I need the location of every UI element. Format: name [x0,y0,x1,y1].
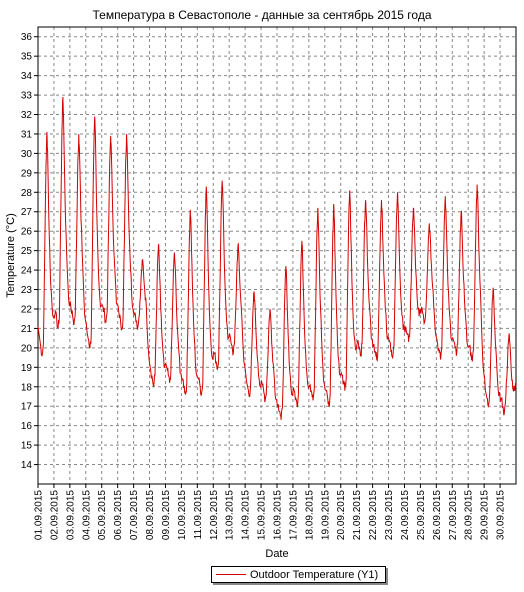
x-tick-label: 24.09.2015 [400,490,411,540]
x-tick-label: 19.09.2015 [320,490,331,540]
x-axis-label: Date [265,548,288,560]
x-tick-label: 14.09.2015 [241,490,252,540]
y-tick-label: 17 [21,402,33,413]
x-tick-label: 21.09.2015 [352,490,363,540]
y-tick-label: 21 [21,324,33,335]
y-tick-label: 18 [21,382,33,393]
y-tick-label: 33 [21,91,33,102]
y-axis-label: Temperature (°C) [5,213,17,297]
y-tick-label: 26 [21,227,33,238]
y-tick-label: 24 [21,266,33,277]
x-tick-label: 23.09.2015 [384,490,395,540]
y-tick-label: 30 [21,149,33,160]
y-tick-label: 23 [21,285,33,296]
x-tick-label: 22.09.2015 [368,490,379,540]
y-tick-label: 28 [21,188,33,199]
x-tick-label: 15.09.2015 [257,490,268,540]
x-tick-label: 13.09.2015 [225,490,236,540]
legend: Outdoor Temperature (Y1) [211,566,386,583]
y-tick-label: 36 [21,32,33,43]
x-tick-label: 18.09.2015 [304,490,315,540]
y-tick-label: 16 [21,421,33,432]
x-tick-label: 25.09.2015 [416,490,427,540]
x-tick-label: 09.09.2015 [161,490,172,540]
x-tick-label: 02.09.2015 [49,490,60,540]
series-line-outdoor-temperature [37,96,517,420]
legend-swatch [216,574,246,575]
x-tick-label: 10.09.2015 [177,490,188,540]
x-tick-label: 12.09.2015 [209,490,220,540]
x-tick-label: 03.09.2015 [65,490,76,540]
x-tick-label: 07.09.2015 [129,490,140,540]
x-tick-label: 11.09.2015 [193,490,204,540]
x-tick-label: 08.09.2015 [145,490,156,540]
x-tick-label: 04.09.2015 [81,490,92,540]
y-tick-label: 14 [21,460,33,471]
x-tick-label: 01.09.2015 [34,490,45,540]
x-tick-label: 27.09.2015 [448,490,459,540]
x-tick-label: 17.09.2015 [288,490,299,540]
y-tick-label: 25 [21,246,33,257]
x-axis-ticks: 01.09.2015 02.09.2015 03.09.2015 04.09.2015… [34,484,507,540]
y-tick-label: 20 [21,343,33,354]
y-tick-label: 19 [21,363,33,374]
x-tick-label: 20.09.2015 [336,490,347,540]
y-tick-label: 22 [21,304,33,315]
x-tick-label: 28.09.2015 [464,490,475,540]
y-tick-label: 27 [21,207,33,218]
x-tick-label: 06.09.2015 [113,490,124,540]
x-tick-label: 26.09.2015 [432,490,443,540]
y-tick-label: 31 [21,129,33,140]
y-axis-ticks: 14 15 16 17 18 19 20 21 22 23 24 25 26 27 28 29 30 31 32 33… [21,32,38,471]
y-tick-label: 15 [21,441,33,452]
y-tick-label: 35 [21,52,33,63]
x-tick-label: 05.09.2015 [97,490,108,540]
x-tick-label: 30.09.2015 [496,490,507,540]
legend-label: Outdoor Temperature (Y1) [250,568,379,581]
y-tick-label: 32 [21,110,33,121]
y-tick-label: 29 [21,168,33,179]
chart-title: Температура в Севастополе - данные за се… [92,8,432,22]
grid [37,27,516,484]
x-tick-label: 16.09.2015 [273,490,284,540]
y-tick-label: 34 [21,71,33,82]
x-tick-label: 29.09.2015 [480,490,491,540]
